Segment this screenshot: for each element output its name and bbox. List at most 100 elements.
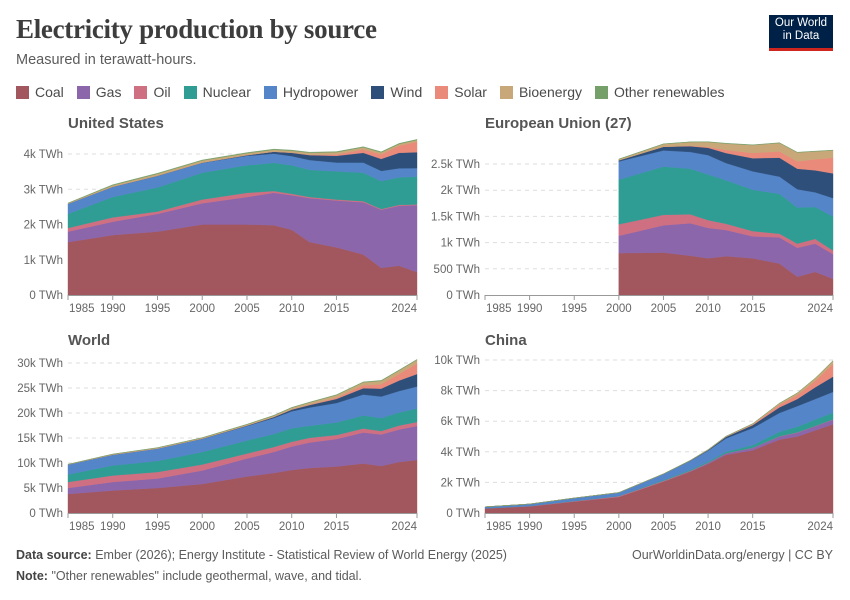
logo-line-2: in Data <box>782 30 820 42</box>
legend-swatch <box>263 85 277 99</box>
y-tick-label: 3k TWh <box>24 184 63 196</box>
x-tick-label: 2005 <box>234 521 260 533</box>
y-tick-label: 5k TWh <box>24 483 63 495</box>
owid-logo[interactable]: Our World in Data <box>769 15 833 51</box>
legend-swatch <box>16 85 29 99</box>
y-tick-label: 10k TWh <box>434 355 480 367</box>
legend-swatch <box>371 85 385 99</box>
x-tick-label: 1990 <box>517 521 543 533</box>
legend-swatch <box>76 85 90 99</box>
panel-china: China 0 TWh 2k TWh 4k TWh 6k TWh 8k TWh 10k TW… <box>434 332 833 533</box>
legend: Coal Gas Oil Nuclear Hydropower Wind Solar Bioe… <box>16 84 738 100</box>
panel-title: World <box>68 332 110 349</box>
y-tick-label: 4k TWh <box>441 447 480 459</box>
y-tick-label: 4k TWh <box>24 149 63 161</box>
y-tick-label: 2k TWh <box>441 185 480 197</box>
legend-label: Coal <box>35 84 64 100</box>
logo-line-1: Our World <box>774 17 828 29</box>
note-label: Note: <box>16 569 48 583</box>
x-tick-label: 2010 <box>279 521 305 533</box>
panel-united-states: United States 0 TWh 1k TWh 2k TWh 3k TWh 4k T… <box>24 115 418 315</box>
area-other-renewables[interactable] <box>618 141 834 160</box>
x-tick-label: 2005 <box>234 303 260 315</box>
legend-item-gas[interactable]: Gas <box>76 84 122 100</box>
legend-item-oil[interactable]: Oil <box>134 84 171 100</box>
x-tick-label: 1990 <box>100 521 126 533</box>
x-tick-label: 1990 <box>517 303 543 315</box>
legend-item-solar[interactable]: Solar <box>435 84 487 100</box>
area-other-renewables[interactable] <box>484 360 834 507</box>
x-tick-label: 2000 <box>189 521 215 533</box>
panel-title: European Union (27) <box>485 115 632 132</box>
x-tick-label: 2010 <box>279 303 305 315</box>
x-tick-label: 2015 <box>324 303 350 315</box>
data-source-label: Data source: <box>16 548 92 562</box>
x-tick-label: 2024 <box>807 303 833 315</box>
legend-swatch <box>435 85 449 99</box>
y-tick-label: 10k TWh <box>17 458 63 470</box>
y-tick-label: 30k TWh <box>17 358 63 370</box>
x-tick-label: 2005 <box>651 521 677 533</box>
data-source: Data source: Ember (2026); Energy Instit… <box>16 548 507 562</box>
legend-item-wind[interactable]: Wind <box>371 84 422 100</box>
x-tick-label: 1990 <box>100 303 126 315</box>
legend-label: Bioenergy <box>518 84 582 100</box>
note-text: "Other renewables" include geothermal, w… <box>51 569 362 583</box>
y-tick-label: 500 TWh <box>434 264 480 276</box>
x-tick-label: 1985 <box>486 303 512 315</box>
x-tick-label: 2024 <box>391 303 417 315</box>
y-tick-label: 0 TWh <box>29 290 63 302</box>
legend-label: Oil <box>153 84 171 100</box>
x-tick-label: 2015 <box>740 303 766 315</box>
x-tick-label: 2005 <box>651 303 677 315</box>
legend-item-bioenergy[interactable]: Bioenergy <box>499 84 582 100</box>
x-tick-label: 1985 <box>69 521 95 533</box>
legend-swatch <box>499 85 513 99</box>
y-tick-label: 6k TWh <box>441 416 480 428</box>
chart-subtitle: Measured in terawatt-hours. <box>16 52 197 68</box>
x-tick-label: 1995 <box>145 303 171 315</box>
legend-label: Wind <box>390 84 423 100</box>
legend-item-hydropower[interactable]: Hydropower <box>263 84 359 100</box>
y-tick-label: 1k TWh <box>441 238 480 250</box>
x-tick-label: 2010 <box>695 521 721 533</box>
y-tick-label: 0 TWh <box>446 508 480 520</box>
x-tick-label: 2010 <box>695 303 721 315</box>
x-tick-label: 2000 <box>189 303 215 315</box>
y-tick-label: 1k TWh <box>24 255 63 267</box>
y-tick-label: 2.5k TWh <box>431 159 480 171</box>
y-tick-label: 0 TWh <box>29 508 63 520</box>
legend-label: Solar <box>454 84 487 100</box>
x-tick-label: 1985 <box>69 303 95 315</box>
note: Note: "Other renewables" include geother… <box>16 569 362 583</box>
data-source-text: Ember (2026); Energy Institute - Statist… <box>95 548 507 562</box>
legend-label: Hydropower <box>282 84 359 100</box>
y-tick-label: 15k TWh <box>17 433 63 445</box>
area-other-renewables[interactable] <box>67 139 418 204</box>
panel-european-union-27: European Union (27) 0 TWh 500 TWh 1k TWh 1.5… <box>431 115 834 315</box>
legend-item-coal[interactable]: Coal <box>16 84 64 100</box>
legend-label: Other renewables <box>613 84 725 100</box>
x-tick-label: 1995 <box>145 521 171 533</box>
y-tick-label: 2k TWh <box>24 220 63 232</box>
x-tick-label: 1985 <box>486 521 512 533</box>
legend-label: Gas <box>95 84 122 100</box>
x-tick-label: 1995 <box>561 521 587 533</box>
legend-item-nuclear[interactable]: Nuclear <box>183 84 251 100</box>
x-tick-label: 2000 <box>606 303 632 315</box>
y-tick-label: 8k TWh <box>441 386 480 398</box>
area-other-renewables[interactable] <box>67 359 418 465</box>
x-tick-label: 2015 <box>740 521 766 533</box>
credit-link[interactable]: OurWorldinData.org/energy | CC BY <box>631 548 833 562</box>
x-tick-label: 2024 <box>807 521 833 533</box>
y-tick-label: 1.5k TWh <box>431 211 480 223</box>
legend-swatch <box>134 85 148 99</box>
legend-swatch <box>594 85 608 99</box>
panel-title: United States <box>68 115 164 132</box>
chart-title: Electricity production by source <box>16 14 377 44</box>
x-tick-label: 2000 <box>606 521 632 533</box>
legend-label: Nuclear <box>202 84 251 100</box>
legend-item-other-renewables[interactable]: Other renewables <box>594 84 725 100</box>
x-tick-label: 2024 <box>391 521 417 533</box>
